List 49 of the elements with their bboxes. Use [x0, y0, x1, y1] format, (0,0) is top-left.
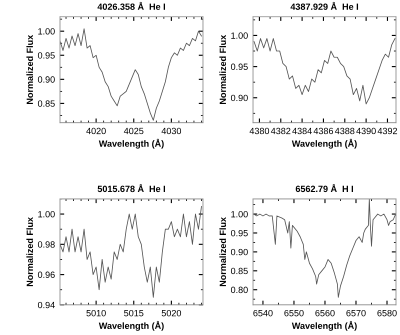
- x-tick-label: 4382: [270, 128, 290, 134]
- x-tick-label: 6580: [377, 310, 397, 316]
- y-tick-label: 1.00: [38, 28, 55, 35]
- x-axis-title: Wavelength (Å): [98, 320, 164, 331]
- line-series: [60, 206, 202, 298]
- y-tick-label: 1.00: [231, 32, 248, 39]
- line-series: [60, 28, 202, 121]
- y-tick-label: 1.00: [231, 211, 248, 218]
- y-tick-label: 0.85: [38, 100, 55, 107]
- x-tick-label: 5010: [86, 310, 106, 316]
- y-axis-title: Normalized Flux: [219, 34, 226, 104]
- x-tick-label: 4390: [356, 128, 376, 134]
- y-tick-label: 0.85: [230, 268, 248, 274]
- x-tick-label: 6540: [253, 310, 273, 316]
- y-axis-title: Normalized Flux: [219, 217, 226, 286]
- x-tick-label: 6570: [346, 310, 366, 316]
- y-tick-label: 0.98: [38, 241, 55, 248]
- x-tick-label: 4025: [124, 128, 144, 134]
- line-series: [254, 38, 396, 104]
- y-tick-label: 0.90: [230, 248, 248, 256]
- y-tick-label: 0.80: [230, 286, 248, 294]
- y-tick-label: 0.96: [38, 272, 55, 278]
- y-tick-label: 1.00: [38, 211, 55, 218]
- x-tick-label: 4388: [334, 128, 354, 134]
- x-tick-label: 5020: [162, 310, 182, 316]
- x-tick-label: 4020: [86, 128, 106, 134]
- y-tick-label: 0.95: [230, 64, 248, 70]
- chart-title: 5015.678 Å He I: [98, 184, 166, 192]
- chart-title: 6562.79 Å H I: [296, 184, 354, 192]
- x-tick-label: 6560: [315, 310, 335, 316]
- x-axis-title: Wavelength (Å): [98, 138, 164, 149]
- y-tick-label: 0.90: [38, 76, 55, 83]
- y-tick-label: 0.94: [38, 302, 55, 308]
- y-axis-title: Normalized Flux: [26, 34, 34, 104]
- chart-title: 4026.358 Å He I: [98, 2, 166, 10]
- y-axis-title: Normalized Flux: [26, 217, 34, 286]
- x-axis-title: Wavelength (Å): [292, 320, 357, 331]
- x-axis-title: Wavelength (Å): [292, 138, 357, 149]
- x-tick-label: 4380: [250, 128, 270, 134]
- y-tick-label: 0.90: [230, 94, 248, 102]
- x-tick-label: 4386: [314, 128, 334, 134]
- x-tick-label: 4392: [378, 128, 398, 134]
- x-tick-label: 4030: [162, 128, 182, 134]
- y-tick-label: 0.95: [38, 52, 55, 59]
- x-tick-label: 4384: [292, 128, 312, 134]
- y-tick-label: 0.95: [230, 230, 248, 236]
- chart-title: 4387.929 Å He I: [290, 2, 358, 10]
- x-tick-label: 5015: [124, 310, 144, 316]
- x-tick-label: 6550: [284, 310, 304, 316]
